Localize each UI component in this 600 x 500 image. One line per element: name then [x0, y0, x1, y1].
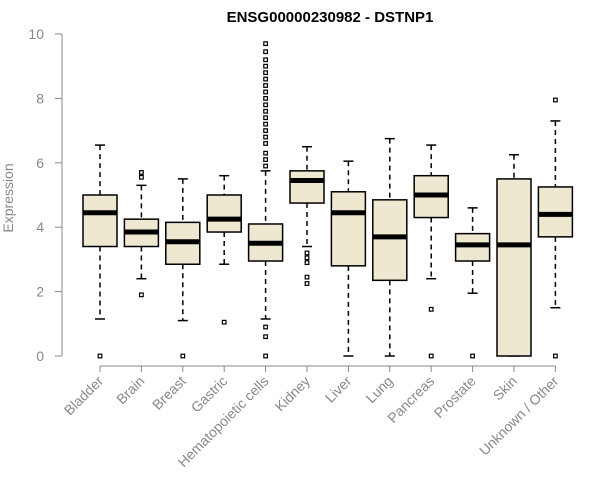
x-category-label: Lung — [363, 373, 396, 406]
box-iqr — [206, 194, 242, 233]
box-iqr — [496, 178, 532, 357]
x-category-label: Prostate — [431, 373, 479, 421]
outlier-point — [263, 334, 268, 340]
box-group — [537, 97, 574, 359]
box-iqr — [330, 191, 367, 267]
y-tick-label: 8 — [36, 90, 44, 106]
outlier-point — [304, 260, 310, 266]
outlier-point — [263, 150, 268, 156]
outlier-point — [304, 255, 310, 261]
outlier-point — [263, 163, 268, 169]
box-group — [496, 154, 532, 357]
outlier-point — [180, 353, 186, 359]
box-iqr — [82, 194, 118, 248]
x-category-label: Breast — [149, 373, 189, 413]
outlier-point — [263, 89, 268, 95]
box-iqr — [289, 170, 325, 204]
x-category-label: Skin — [490, 373, 521, 404]
x-category-label: Liver — [322, 373, 355, 406]
box-group — [247, 41, 284, 359]
box-group — [454, 207, 491, 359]
x-category-label: Unknown / Other — [476, 373, 562, 459]
box-group — [289, 145, 325, 286]
outlier-point — [263, 108, 268, 114]
y-tick-label: 6 — [36, 155, 44, 171]
x-category-label: Kidney — [272, 373, 314, 415]
box-series — [82, 41, 574, 359]
box-group — [206, 174, 242, 325]
outlier-point — [263, 128, 268, 134]
outlier-point — [221, 319, 227, 325]
y-tick-label: 10 — [28, 26, 44, 42]
x-category-label: Bladder — [61, 373, 107, 419]
y-axis: 0 2 4 6 8 10 — [28, 26, 63, 364]
outlier-point — [552, 353, 558, 359]
outlier-point — [263, 115, 268, 121]
outlier-point — [263, 76, 268, 82]
outlier-point — [139, 292, 144, 298]
y-tick-label: 0 — [36, 348, 44, 364]
box-group — [165, 178, 201, 359]
outlier-point — [428, 306, 434, 312]
outlier-point — [552, 97, 558, 103]
outlier-point — [263, 57, 268, 63]
outlier-point — [263, 49, 268, 55]
outlier-point — [263, 102, 268, 108]
outlier-point — [263, 157, 268, 162]
outlier-point — [139, 174, 144, 180]
outlier-point — [304, 281, 310, 286]
box-group — [123, 170, 160, 298]
outlier-point — [263, 95, 268, 101]
box-iqr — [372, 199, 408, 282]
outlier-point — [263, 141, 268, 146]
outlier-point — [97, 353, 103, 359]
outlier-point — [428, 353, 434, 359]
box-group — [330, 160, 367, 357]
outlier-point — [470, 353, 475, 359]
chart-title: ENSG00000230982 - DSTNP1 — [227, 9, 434, 26]
outlier-point — [263, 353, 268, 359]
x-category-label: Brain — [113, 373, 147, 407]
box-group — [82, 144, 118, 359]
outlier-point — [263, 63, 268, 69]
outlier-point — [304, 274, 310, 280]
box-group — [413, 144, 449, 359]
outlier-point — [263, 134, 268, 140]
y-tick-label: 2 — [36, 284, 44, 300]
outlier-point — [139, 170, 144, 175]
outlier-point — [263, 83, 268, 88]
y-tick-label: 4 — [36, 219, 44, 235]
outlier-point — [304, 250, 310, 256]
outlier-point — [263, 41, 268, 47]
outlier-point — [263, 324, 268, 330]
outlier-point — [263, 121, 268, 127]
box-group — [372, 137, 408, 357]
y-axis-title: Expression — [0, 163, 16, 232]
outlier-point — [263, 70, 268, 76]
